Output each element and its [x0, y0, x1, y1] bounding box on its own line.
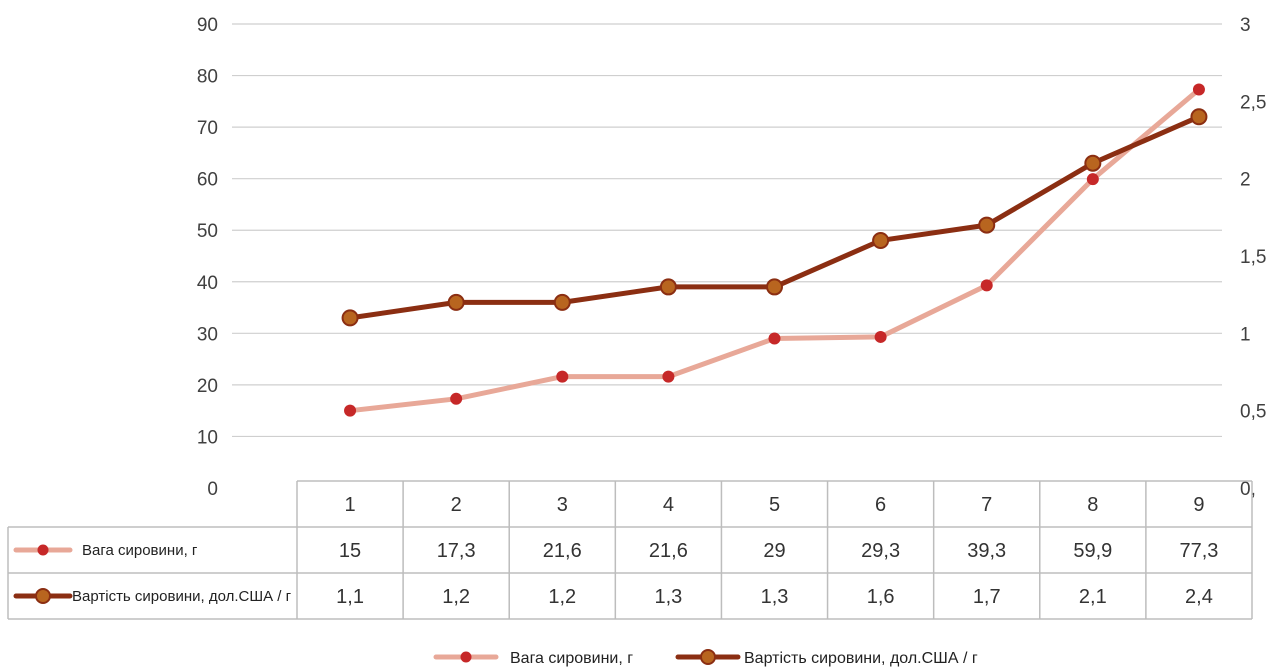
- series-point: [980, 279, 993, 292]
- series-point: [768, 332, 781, 345]
- table-row-key-marker: [37, 544, 49, 556]
- table-cell-value: 29,3: [861, 540, 900, 562]
- table-cell-value: 1,3: [654, 586, 682, 608]
- table-row-label: Вартість сировини, дол.США / г: [72, 588, 292, 605]
- series-point: [344, 404, 357, 417]
- table-category-label: 1: [344, 494, 355, 516]
- right-axis-tick-label: 0,5: [1240, 402, 1266, 423]
- series-point: [1086, 173, 1099, 186]
- table-cell-value: 39,3: [967, 540, 1006, 562]
- left-axis-tick-label: 60: [197, 170, 218, 191]
- table-row-key-marker: [35, 588, 51, 604]
- right-axis-tick-label: 3: [1240, 15, 1251, 36]
- series-point: [1192, 83, 1205, 96]
- table-cell-value: 1,3: [761, 586, 789, 608]
- right-axis-tick-label: 1,5: [1240, 247, 1266, 268]
- table-cell-value: 1,2: [442, 586, 470, 608]
- series-point: [556, 370, 569, 383]
- table-category-label: 6: [875, 494, 886, 516]
- left-axis-tick-label: 20: [197, 376, 218, 397]
- table-category-label: 7: [981, 494, 992, 516]
- table-row-label: Вага сировини, г: [82, 542, 198, 559]
- left-axis-tick-label: 90: [197, 15, 218, 36]
- table-cell-value: 1,7: [973, 586, 1001, 608]
- legend: Вага сировини, г Вартість сировини, дол.С…: [433, 649, 978, 667]
- right-axis-tick-label: 1: [1240, 324, 1251, 345]
- left-axis-tick-label: 10: [197, 427, 218, 448]
- series-line: [347, 87, 1202, 414]
- table-cell-value: 29: [763, 540, 785, 562]
- table-category-label: 3: [557, 494, 568, 516]
- right-axis-ticks: 0, 0,5 1 1,5 2 2,5 3: [1240, 15, 1266, 500]
- right-axis-tick-label: 0,: [1240, 479, 1256, 500]
- table-category-label: 9: [1193, 494, 1204, 516]
- table-cell-value: 17,3: [437, 540, 476, 562]
- series-point: [341, 309, 359, 327]
- right-axis-tick-label: 2,5: [1240, 92, 1266, 113]
- legend-label: Вага сировини, г: [510, 650, 633, 667]
- table-cell-value: 1,2: [548, 586, 576, 608]
- left-axis-ticks: 0 10 20 30 40 50 60 70 80 90: [197, 15, 218, 500]
- series-point: [978, 216, 996, 234]
- left-axis-tick-label: 0: [207, 479, 218, 500]
- legend-key-marker: [700, 649, 716, 665]
- left-axis-tick-label: 40: [197, 273, 218, 294]
- legend-key-marker: [460, 651, 472, 663]
- table-cell-value: 21,6: [543, 540, 582, 562]
- table-category-label: 5: [769, 494, 780, 516]
- table-cell-value: 2,4: [1185, 586, 1213, 608]
- left-axis-tick-label: 50: [197, 221, 218, 242]
- table-cell-value: 1,6: [867, 586, 895, 608]
- table-cell-value: 21,6: [649, 540, 688, 562]
- series-point: [872, 232, 890, 250]
- gridlines: [232, 23, 1222, 438]
- legend-label: Вартість сировини, дол.США / г: [744, 650, 978, 667]
- series-point: [1190, 108, 1208, 126]
- series-lines: [341, 83, 1208, 417]
- left-axis-tick-label: 30: [197, 324, 218, 345]
- table-cell-value: 2,1: [1079, 586, 1107, 608]
- series-point: [662, 370, 675, 383]
- series-point: [874, 330, 887, 343]
- table-cell-value: 15: [339, 540, 361, 562]
- series-point: [450, 392, 463, 405]
- series-point: [1084, 154, 1102, 172]
- left-axis-tick-label: 70: [197, 118, 218, 139]
- series-point: [766, 278, 783, 296]
- table-category-label: 2: [451, 494, 462, 516]
- table-cell-value: 77,3: [1179, 540, 1218, 562]
- table-category-label: 8: [1087, 494, 1098, 516]
- table-cell-value: 59,9: [1073, 540, 1112, 562]
- series-point: [553, 293, 571, 311]
- series-point: [659, 278, 677, 296]
- right-axis-tick-label: 2: [1240, 170, 1251, 191]
- left-axis-tick-label: 80: [197, 67, 218, 88]
- data-table: 1 2 3 4 5 6 7 8 9 Вага сировини, г 15 17,3 21,6 21,6 2…: [7, 480, 1253, 620]
- table-category-label: 4: [663, 494, 674, 516]
- series-point: [447, 293, 465, 311]
- table-cell-value: 1,1: [336, 586, 364, 608]
